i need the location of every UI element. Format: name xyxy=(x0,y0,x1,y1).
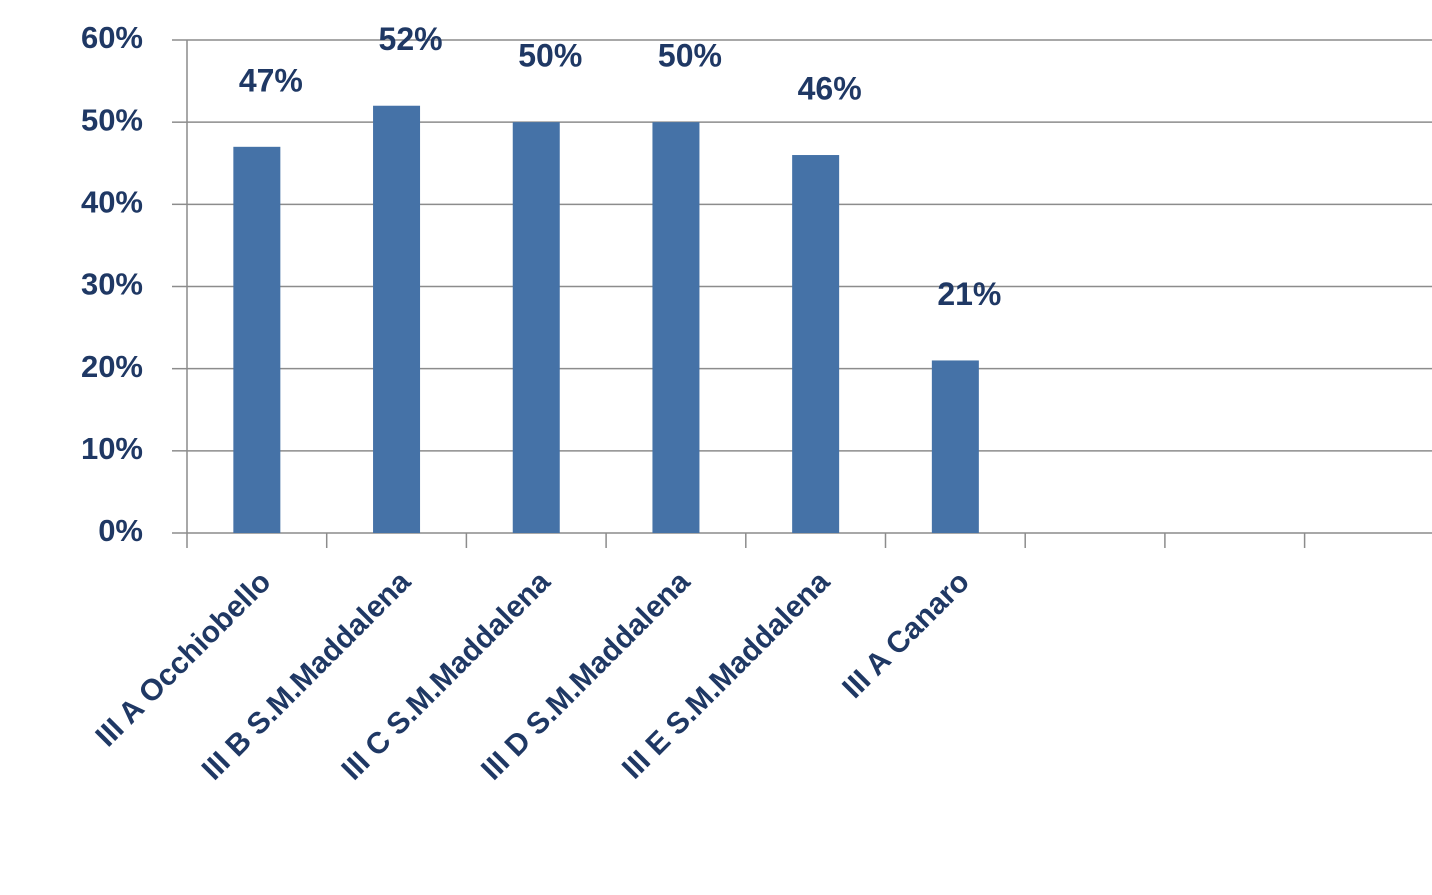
y-tick-label: 30% xyxy=(81,267,143,302)
bar xyxy=(931,360,979,533)
bar xyxy=(373,105,421,533)
data-label: 50% xyxy=(518,38,582,74)
y-tick-label: 10% xyxy=(81,431,143,466)
bar xyxy=(792,155,840,534)
bar xyxy=(512,122,560,534)
bar xyxy=(652,122,700,534)
data-label: 50% xyxy=(658,38,722,74)
data-label: 52% xyxy=(379,21,443,57)
y-tick-label: 20% xyxy=(81,349,143,384)
bar xyxy=(233,146,281,534)
y-tick-label: 40% xyxy=(81,185,143,220)
data-label: 47% xyxy=(239,62,303,98)
data-label: 21% xyxy=(937,276,1001,312)
y-tick-label: 50% xyxy=(81,102,143,137)
y-tick-label: 60% xyxy=(81,20,143,55)
data-label: 46% xyxy=(798,70,862,106)
y-tick-label: 0% xyxy=(98,513,143,548)
x-tick-label: III A Canaro xyxy=(836,565,976,705)
